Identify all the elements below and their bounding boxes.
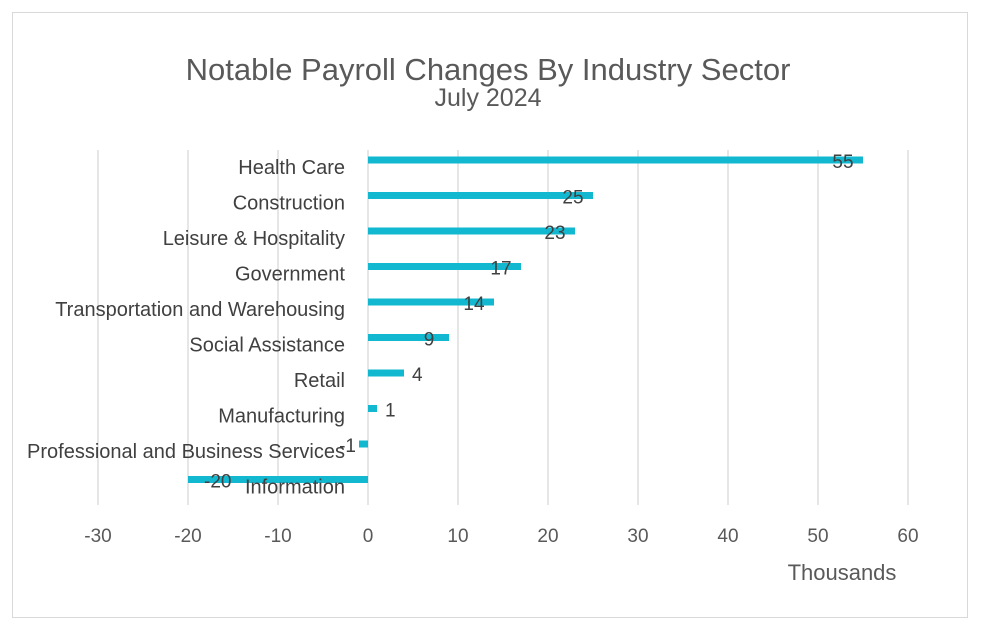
chart-frame <box>12 12 968 618</box>
category-label: Manufacturing <box>218 406 345 428</box>
x-tick-label: 50 <box>807 526 828 547</box>
category-label: Professional and Business Services <box>27 441 345 463</box>
chart-title: Notable Payroll Changes By Industry Sect… <box>185 52 791 87</box>
data-label: -1 <box>339 436 356 457</box>
data-label: 4 <box>412 365 423 386</box>
x-axis-title: Thousands <box>788 560 897 585</box>
chart-subtitle: July 2024 <box>434 84 542 112</box>
data-label: 25 <box>562 188 583 209</box>
x-tick-label: 60 <box>897 526 918 547</box>
x-tick-label: 10 <box>447 526 468 547</box>
x-tick-label: 40 <box>717 526 738 547</box>
bar <box>368 156 863 164</box>
x-tick-label: 30 <box>627 526 648 547</box>
data-label: 17 <box>490 259 511 280</box>
bar <box>368 192 593 199</box>
data-label: 23 <box>544 223 565 244</box>
category-label: Transportation and Warehousing <box>55 299 345 321</box>
bar <box>188 476 368 483</box>
category-label: Construction <box>233 193 345 215</box>
bar <box>359 440 368 448</box>
data-label: 9 <box>424 330 435 351</box>
x-tick-label: -10 <box>264 526 291 547</box>
bars <box>188 156 863 483</box>
gridlines <box>97 150 909 505</box>
x-tick-label: 0 <box>363 526 374 547</box>
category-label: Health Care <box>238 157 345 179</box>
data-label: 14 <box>463 294 485 315</box>
bar <box>368 369 404 377</box>
bar <box>368 405 377 412</box>
data-label: 55 <box>832 152 853 173</box>
category-label: Leisure & Hospitality <box>163 228 345 250</box>
x-tick-labels: -30 -20 -10 0 10 20 30 40 50 60 <box>84 526 918 547</box>
bar <box>368 298 494 306</box>
category-label: Social Assistance <box>189 335 345 357</box>
data-label: -20 <box>204 472 231 493</box>
category-label: Information <box>245 477 345 499</box>
category-label: Government <box>235 264 345 286</box>
category-labels: Health Care Construction Leisure & Hospita… <box>27 157 345 499</box>
bar <box>368 227 575 235</box>
category-label: Retail <box>294 370 345 392</box>
x-tick-label: 20 <box>537 526 558 547</box>
data-label: 1 <box>385 401 396 422</box>
x-tick-label: -30 <box>84 526 111 547</box>
x-tick-label: -20 <box>174 526 201 547</box>
bar <box>368 263 521 270</box>
bar <box>368 334 449 341</box>
